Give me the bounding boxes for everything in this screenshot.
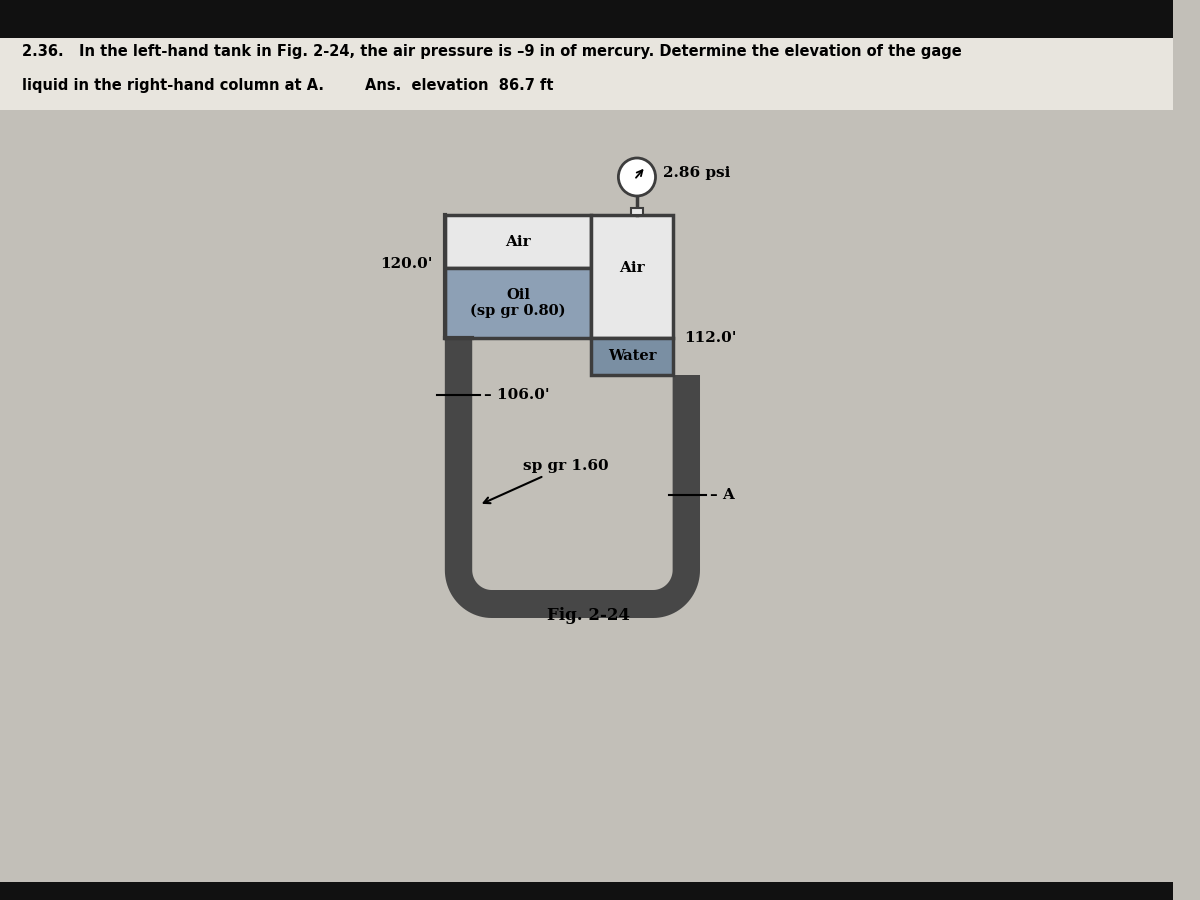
Polygon shape	[445, 338, 700, 618]
Text: Air: Air	[619, 262, 644, 275]
Text: – A: – A	[709, 488, 734, 502]
Bar	[592, 338, 673, 375]
Bar	[445, 268, 592, 338]
Bar	[0, 0, 1174, 38]
Text: 2.86 psi: 2.86 psi	[664, 166, 731, 180]
Text: liquid in the right-hand column at A.        Ans.  elevation  86.7 ft: liquid in the right-hand column at A. An…	[22, 78, 553, 93]
Text: sp gr 1.60: sp gr 1.60	[484, 459, 608, 503]
Bar	[0, 882, 1174, 900]
Circle shape	[618, 158, 655, 196]
Bar	[445, 215, 592, 268]
Text: Air: Air	[505, 235, 530, 248]
Text: – 106.0': – 106.0'	[484, 388, 550, 402]
Text: 2.36.   In the left-hand tank in Fig. 2-24, the air pressure is –9 in of mercury: 2.36. In the left-hand tank in Fig. 2-24…	[22, 44, 961, 59]
Text: 120.0': 120.0'	[380, 257, 433, 271]
Bar	[631, 208, 643, 215]
Text: 112.0': 112.0'	[684, 331, 737, 345]
Text: Fig. 2-24: Fig. 2-24	[546, 607, 630, 624]
Bar	[592, 215, 673, 338]
Bar	[0, 38, 1174, 110]
Text: Water: Water	[608, 349, 656, 364]
Text: Oil
(sp gr 0.80): Oil (sp gr 0.80)	[470, 288, 566, 319]
